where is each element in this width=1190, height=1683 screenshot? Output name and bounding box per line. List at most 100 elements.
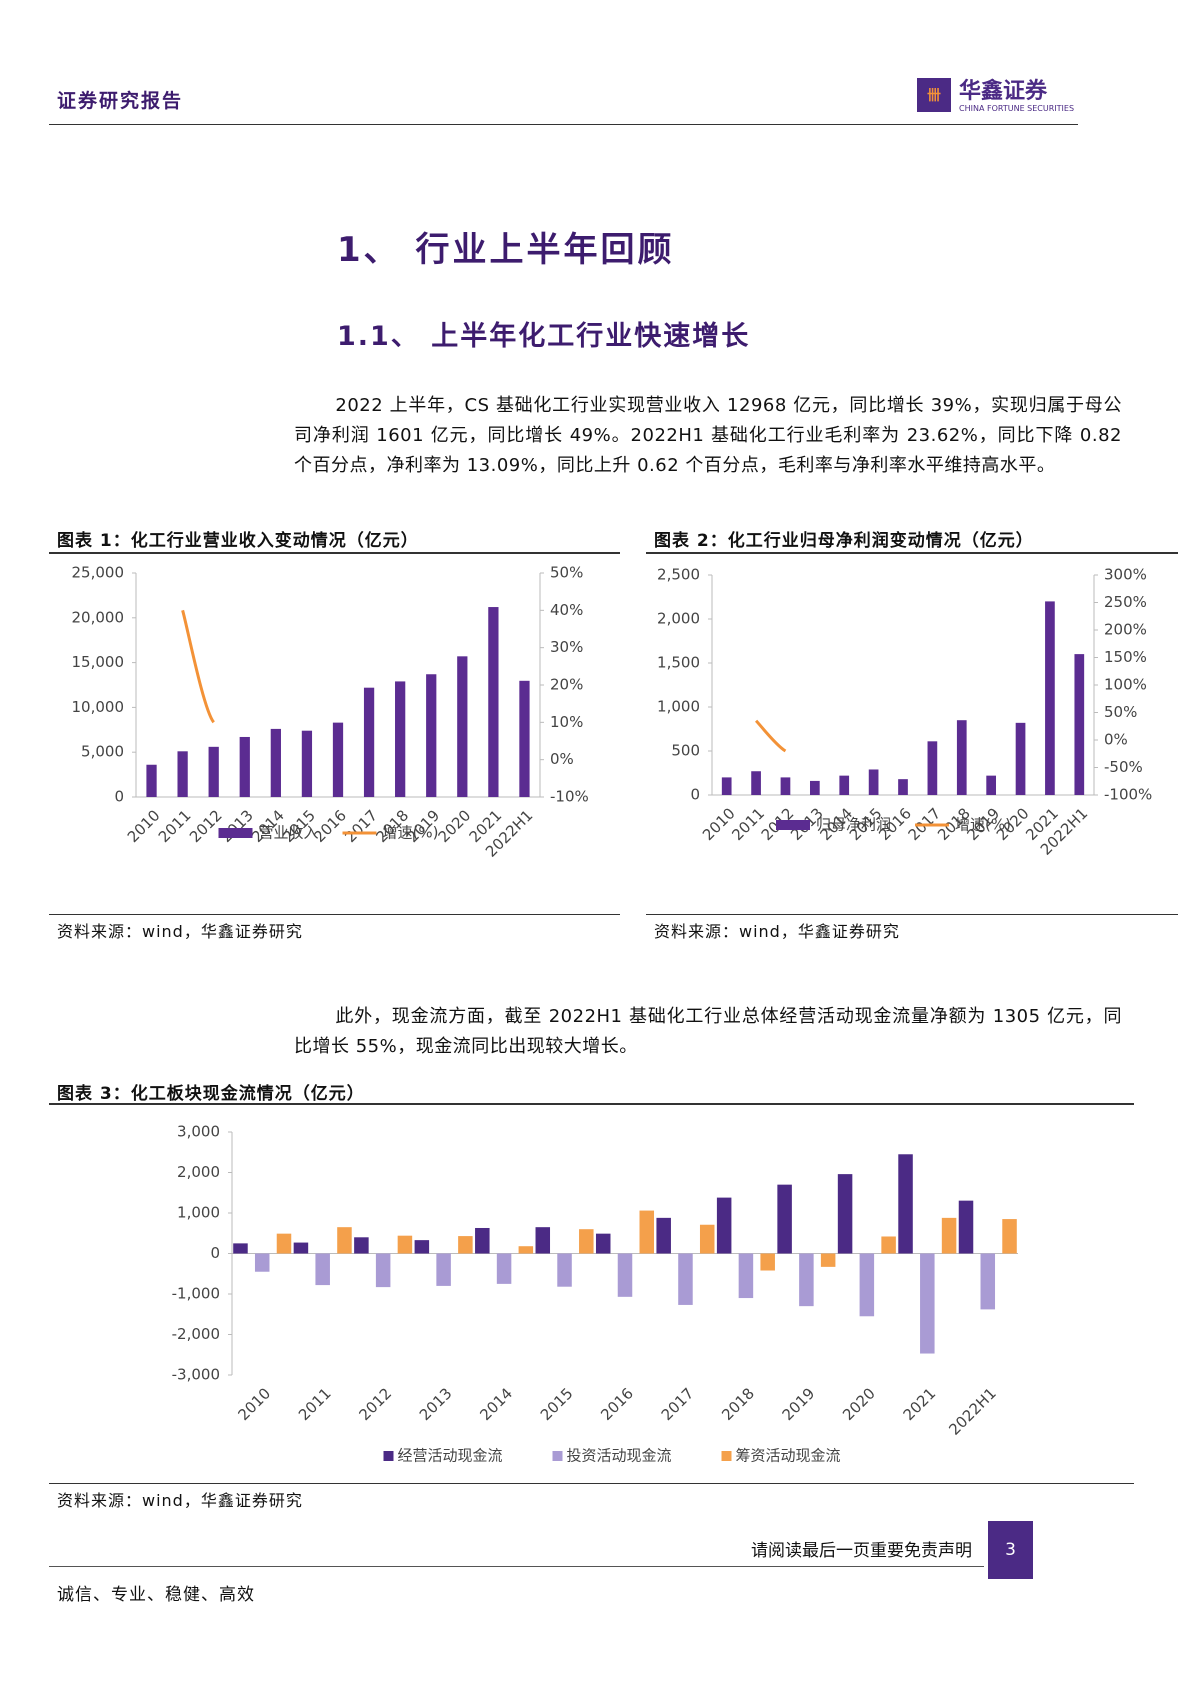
x-tick-label: 2010 [235, 1384, 275, 1424]
x-tick-label: 2021 [900, 1384, 940, 1424]
y-tick-label: 1,500 [657, 654, 700, 672]
bar [239, 736, 250, 797]
bar [276, 1233, 292, 1254]
y2-tick-label: 30% [550, 638, 583, 656]
y-tick-label: 10,000 [72, 698, 125, 716]
y-tick-label: 15,000 [72, 653, 125, 671]
bar [799, 1253, 814, 1307]
legend-swatch [776, 820, 810, 830]
bar [177, 751, 188, 797]
chart: -3,000 -2,000 -1,000 0 1,000 2,000 3,000 2010 20… [172, 1123, 1018, 1465]
bar [777, 1184, 792, 1254]
x-tick-label: 2012 [355, 1384, 395, 1424]
bar [716, 1197, 732, 1254]
source-note: 资料来源：wind，华鑫证券研究 [654, 922, 900, 941]
bar [751, 771, 761, 795]
y-tick-label: 20,000 [72, 608, 125, 626]
y-tick-label: 1,000 [657, 698, 700, 716]
bar [332, 722, 344, 797]
figure-title: 图表 2：化工行业归母净利润变动情况（亿元） [654, 531, 1034, 551]
bar [519, 680, 530, 797]
bar [557, 1253, 572, 1287]
legend-swatch [552, 1451, 563, 1461]
logo: 卌 华鑫证券 CHINA FORTUNE SECURITIES [917, 78, 1074, 113]
heading-1: 1、 行业上半年回顾 [337, 230, 675, 270]
legend-label: 增速(%) [955, 816, 1011, 834]
y2-tick-label: 300% [1104, 566, 1147, 584]
x-tick-label: 2011 [295, 1384, 335, 1424]
x-tick-label: 2020 [435, 806, 475, 846]
bar [475, 1227, 490, 1254]
bar [859, 1253, 875, 1317]
bar [397, 1235, 413, 1254]
bar [579, 1229, 594, 1254]
y2-tick-label: 50% [1104, 703, 1137, 721]
x-tick-label: 2011 [155, 806, 195, 846]
bar [208, 746, 219, 797]
bar [458, 1236, 473, 1254]
bar [617, 1253, 633, 1297]
legend-swatch [383, 1451, 394, 1461]
logo-glyph: 卌 [927, 88, 941, 104]
figure-rule [49, 552, 620, 554]
bar [488, 607, 499, 797]
bar [760, 1253, 775, 1271]
y-tick-label: -2,000 [172, 1325, 220, 1343]
paragraph: 2022 上半年，CS 基础化工行业实现营业收入 12968 亿元，同比增长 3… [294, 395, 1122, 476]
bar [738, 1253, 754, 1299]
bar [535, 1227, 551, 1254]
bar [721, 777, 732, 795]
logo-mark [917, 78, 951, 112]
report-label: 证券研究报告 [57, 90, 184, 112]
x-tick-label: 2013 [217, 806, 257, 846]
bar [920, 1253, 935, 1354]
y-tick-label: -3,000 [172, 1366, 220, 1384]
bar [839, 775, 850, 795]
chart: 0 5,000 10,000 15,000 20,000 25,000 -10% 0% 10% 2… [72, 564, 589, 861]
header-rule [49, 124, 1078, 125]
line [181, 609, 215, 724]
y2-tick-label: 40% [550, 601, 583, 619]
x-tick-label: 2011 [728, 804, 768, 844]
motto: 诚信、专业、稳健、高效 [57, 1585, 255, 1605]
page-number: 3 [988, 1521, 1033, 1579]
heading-2: 1.1、 上半年化工行业快速增长 [337, 321, 751, 352]
figure-rule [49, 1103, 1134, 1105]
y2-tick-label: 10% [550, 713, 583, 731]
y2-tick-label: -10% [550, 788, 589, 806]
y-tick-label: 3,000 [177, 1123, 220, 1141]
y2-tick-label: 250% [1104, 593, 1147, 611]
y-tick-label: 0 [690, 786, 700, 804]
bar [678, 1253, 693, 1305]
logo-sub: CHINA FORTUNE SECURITIES [959, 104, 1074, 113]
figure-title: 图表 3：化工板块现金流情况（亿元） [57, 1084, 365, 1104]
bar [375, 1253, 391, 1288]
bar [457, 656, 468, 797]
x-tick-label: 2016 [597, 1384, 637, 1424]
bar [315, 1253, 330, 1286]
y-tick-label: 1,000 [177, 1204, 220, 1222]
x-tick-label: 2014 [476, 1384, 516, 1424]
bar [898, 1154, 913, 1254]
bar [639, 1210, 655, 1254]
bar [270, 728, 281, 797]
bar [496, 1253, 512, 1284]
bar [868, 769, 879, 795]
bar [820, 1253, 836, 1267]
x-tick-label: 2022H1 [945, 1384, 999, 1438]
bar [699, 1224, 715, 1254]
y-tick-label: 2,500 [657, 566, 700, 584]
legend-label: 增速(%) [383, 824, 439, 842]
y2-tick-label: 20% [550, 676, 583, 694]
source-rule [49, 1483, 1134, 1484]
y-tick-label: 2,000 [657, 610, 700, 628]
bar [337, 1227, 352, 1254]
bar [146, 764, 157, 797]
y2-tick-label: 200% [1104, 621, 1147, 639]
y-tick-label: 500 [671, 742, 700, 760]
bar [780, 777, 791, 795]
y-tick-label: 0 [210, 1244, 220, 1262]
bar [518, 1246, 534, 1254]
y2-tick-label: 100% [1104, 676, 1147, 694]
